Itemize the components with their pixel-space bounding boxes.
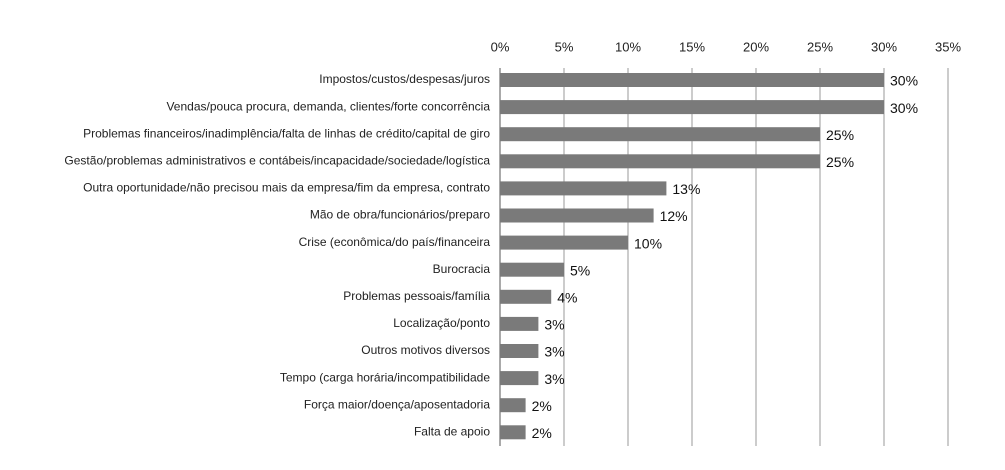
value-label: 12%	[660, 208, 688, 224]
bar	[500, 181, 667, 196]
value-label: 4%	[557, 290, 577, 306]
value-label: 13%	[672, 181, 700, 197]
value-label: 25%	[826, 154, 854, 170]
bar	[500, 73, 884, 87]
category-label: Impostos/custos/despesas/juros	[319, 72, 490, 86]
category-label: Outros motivos diversos	[361, 343, 490, 357]
bar	[500, 154, 820, 169]
bar	[500, 371, 539, 386]
value-label: 30%	[890, 100, 918, 116]
value-label: 30%	[890, 73, 918, 89]
category-label: Força maior/doença/aposentadoria	[304, 397, 490, 411]
category-label: Vendas/pouca procura, demanda, clientes/…	[166, 99, 490, 113]
bar	[500, 235, 628, 250]
category-label: Mão de obra/funcionários/preparo	[310, 208, 490, 222]
bar	[500, 316, 539, 331]
x-tick-label: 25%	[807, 39, 833, 54]
category-label: Falta de apoio	[414, 424, 490, 438]
category-label: Outra oportunidade/não precisou mais da …	[83, 181, 490, 195]
category-label: Problemas financeiros/inadimplência/falt…	[83, 126, 490, 140]
bar	[500, 398, 526, 413]
value-label: 3%	[544, 371, 564, 387]
bar	[500, 289, 552, 304]
x-tick-label: 20%	[743, 39, 769, 54]
category-label: Crise (econômica/do país/financeira	[299, 235, 491, 249]
x-tick-label: 5%	[555, 39, 574, 54]
bar	[500, 262, 564, 277]
value-label: 10%	[634, 235, 662, 251]
value-label: 2%	[532, 398, 552, 414]
category-label: Tempo (carga horária/incompatibilidade	[280, 370, 490, 384]
bar	[500, 208, 654, 223]
x-tick-label: 15%	[679, 39, 705, 54]
value-label: 5%	[570, 262, 590, 278]
category-label: Gestão/problemas administrativos e contá…	[64, 153, 490, 167]
bar	[500, 100, 884, 115]
x-tick-label: 35%	[935, 39, 961, 54]
value-label: 25%	[826, 127, 854, 143]
category-label: Problemas pessoais/família	[343, 289, 490, 303]
x-tick-label: 10%	[615, 39, 641, 54]
value-label: 3%	[544, 344, 564, 360]
value-label: 2%	[532, 425, 552, 441]
bar	[500, 425, 526, 440]
x-tick-label: 30%	[871, 39, 897, 54]
category-label: Localização/ponto	[393, 316, 490, 330]
x-tick-label: 0%	[491, 39, 510, 54]
bar	[500, 344, 539, 358]
category-label: Burocracia	[433, 262, 491, 276]
bar	[500, 127, 820, 142]
value-label: 3%	[544, 317, 564, 333]
